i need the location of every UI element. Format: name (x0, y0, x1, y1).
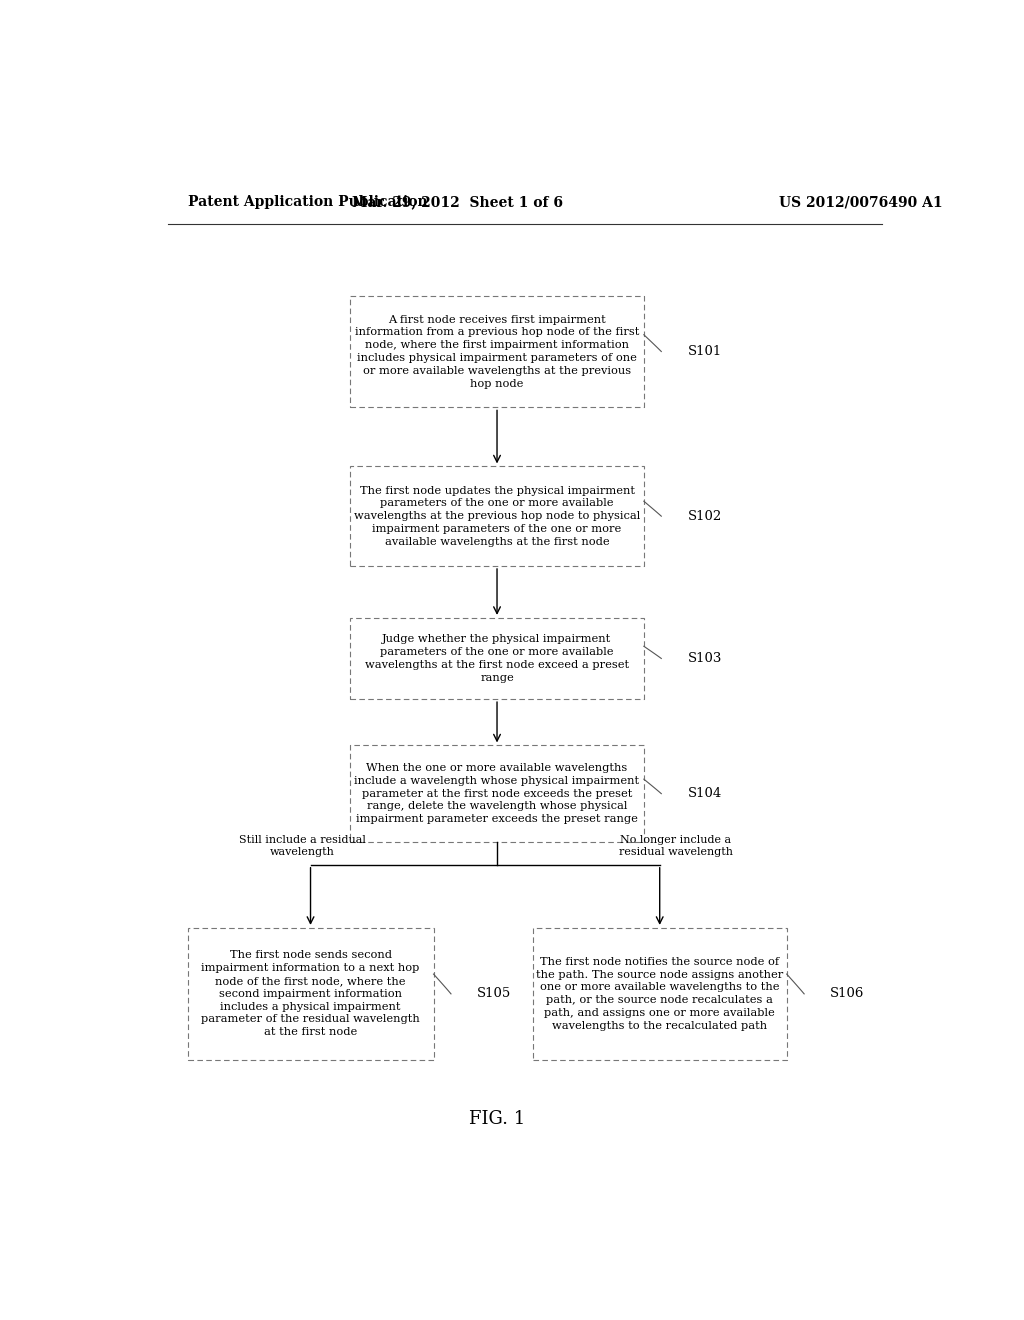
Text: S105: S105 (477, 987, 511, 1001)
Text: The first node notifies the source node of
the path. The source node assigns ano: The first node notifies the source node … (537, 957, 783, 1031)
Text: FIG. 1: FIG. 1 (469, 1110, 525, 1127)
Bar (350, 466, 644, 566)
Text: S104: S104 (687, 787, 722, 800)
Text: No longer include a
residual wavelength: No longer include a residual wavelength (618, 836, 732, 857)
Text: S101: S101 (687, 345, 722, 358)
Bar (532, 928, 786, 1060)
Bar (350, 618, 644, 700)
Bar (350, 746, 644, 842)
Text: Still include a residual
wavelength: Still include a residual wavelength (240, 836, 366, 857)
Text: The first node updates the physical impairment
parameters of the one or more ava: The first node updates the physical impa… (354, 486, 640, 546)
Text: US 2012/0076490 A1: US 2012/0076490 A1 (778, 195, 942, 209)
Text: S102: S102 (687, 510, 722, 523)
Text: Mar. 29, 2012  Sheet 1 of 6: Mar. 29, 2012 Sheet 1 of 6 (352, 195, 563, 209)
Text: S103: S103 (687, 652, 722, 665)
Text: A first node receives first impairment
information from a previous hop node of t: A first node receives first impairment i… (355, 314, 639, 388)
Bar (187, 928, 433, 1060)
Text: When the one or more available wavelengths
include a wavelength whose physical i: When the one or more available wavelengt… (354, 763, 640, 824)
Text: Patent Application Publication: Patent Application Publication (187, 195, 427, 209)
Bar (350, 296, 644, 408)
Text: The first node sends second
impairment information to a next hop
node of the fir: The first node sends second impairment i… (201, 950, 420, 1038)
Text: Judge whether the physical impairment
parameters of the one or more available
wa: Judge whether the physical impairment pa… (365, 635, 629, 682)
Text: S106: S106 (830, 987, 864, 1001)
